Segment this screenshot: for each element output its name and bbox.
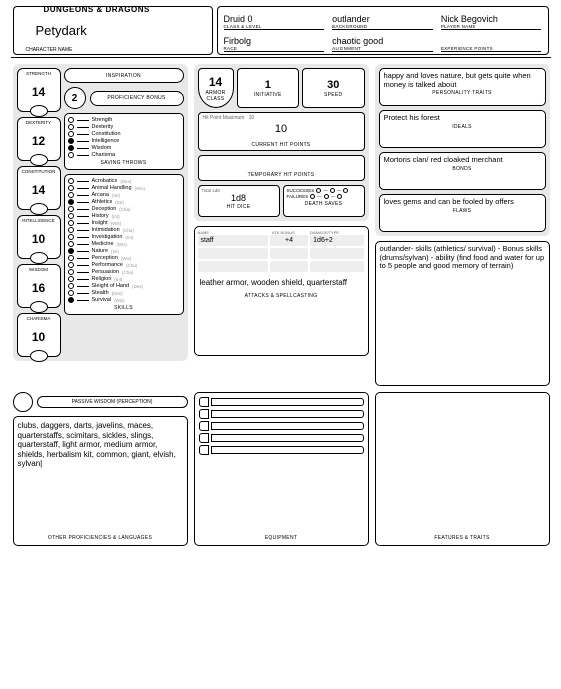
skill-row[interactable]: Religion (Int)	[68, 276, 180, 282]
ideals[interactable]: Protect his forestIDEALS	[379, 110, 546, 148]
ability-intelligence[interactable]: INTELLIGENCE10	[17, 215, 61, 259]
skill-row[interactable]: Deception (Cha)	[68, 206, 180, 212]
passive-perception-row: PASSIVE WISDOM (PERCEPTION)	[13, 392, 188, 412]
saves-skills-column: INSPIRATION 2 PROFICIENCY BONUS Strength…	[64, 68, 184, 357]
bottom-left: PASSIVE WISDOM (PERCEPTION) clubs, dagge…	[13, 392, 188, 546]
xp-field[interactable]: EXPERIENCE POINTS	[441, 31, 542, 52]
hit-points[interactable]: Hit Point Maximum 10 10 CURRENT HIT POIN…	[198, 112, 365, 151]
brand-logo: DUNGEONS & DRAGONS	[44, 5, 150, 14]
hd-ds-row: Total 1d8 1d8 HIT DICE SUCCESSES—— FAILU…	[198, 185, 365, 217]
speed[interactable]: 30 SPEED	[302, 68, 365, 108]
attacks-text[interactable]: leather armor, wooden shield, quartersta…	[198, 274, 365, 292]
save-row[interactable]: Charisma	[68, 152, 180, 158]
skill-row[interactable]: Survival (Wis)	[68, 297, 180, 303]
prof-bonus-value[interactable]: 2	[64, 87, 86, 109]
skill-row[interactable]: Stealth (Dex)	[68, 290, 180, 296]
save-row[interactable]: Intelligence	[68, 138, 180, 144]
ability-constitution[interactable]: CONSTITUTION14	[17, 166, 61, 210]
other-proficiencies[interactable]: clubs, daggers, darts, javelins, maces, …	[13, 416, 188, 546]
save-row[interactable]: Constitution	[68, 131, 180, 137]
features-traits-bottom[interactable]: FEATURES & TRAITS	[375, 392, 550, 546]
ability-wisdom[interactable]: WISDOM16	[17, 264, 61, 308]
ability-charisma[interactable]: CHARISMA10	[17, 313, 61, 357]
ability-dexterity[interactable]: DEXTERITY12	[17, 117, 61, 161]
skills: Acrobatics (Dex)Animal Handling (Wis)Arc…	[64, 174, 184, 315]
main-grid: STRENGTH14 DEXTERITY12 CONSTITUTION14 INTEL…	[11, 58, 551, 392]
bottom-grid: PASSIVE WISDOM (PERCEPTION) clubs, dagge…	[11, 392, 551, 546]
skill-row[interactable]: Acrobatics (Dex)	[68, 178, 180, 184]
abilities-block: STRENGTH14 DEXTERITY12 CONSTITUTION14 INTEL…	[13, 64, 188, 361]
save-row[interactable]: Wisdom	[68, 145, 180, 151]
class-level-field[interactable]: Druid 0CLASS & LEVEL	[224, 9, 325, 30]
skill-row[interactable]: Investigation (Int)	[68, 234, 180, 240]
attacks-box: NAME ATK BONUS DAMAGE/TYPE staff+41d6+2 …	[194, 226, 369, 356]
skill-row[interactable]: Medicine (Wis)	[68, 241, 180, 247]
armor-class[interactable]: 14 ARMOR CLASS	[198, 68, 234, 108]
skill-row[interactable]: Sleight of Hand (Dex)	[68, 283, 180, 289]
inspiration-box[interactable]: INSPIRATION	[64, 68, 184, 83]
background-field[interactable]: outlanderBACKGROUND	[332, 9, 433, 30]
character-name[interactable]: Petydark	[22, 23, 204, 38]
skill-row[interactable]: Insight (Wis)	[68, 220, 180, 226]
personality-traits[interactable]: happy and loves nature, but gets quite w…	[379, 68, 546, 106]
equipment-slots	[199, 397, 364, 455]
combat-block: 14 ARMOR CLASS 1 INITIATIVE 30 SPEED Hit…	[194, 64, 369, 221]
death-saves[interactable]: SUCCESSES—— FAILURES—— DEATH SAVES	[283, 185, 365, 217]
saving-throws: StrengthDexterityConstitutionIntelligenc…	[64, 113, 184, 170]
skill-row[interactable]: History (Int)	[68, 213, 180, 219]
prof-bonus-label: PROFICIENCY BONUS	[90, 91, 184, 106]
save-row[interactable]: Dexterity	[68, 124, 180, 130]
skill-row[interactable]: Persuasion (Cha)	[68, 269, 180, 275]
traits-block: happy and loves nature, but gets quite w…	[375, 64, 550, 236]
passive-label: PASSIVE WISDOM (PERCEPTION)	[37, 396, 188, 408]
name-panel: DUNGEONS & DRAGONS Petydark CHARACTER NA…	[13, 6, 213, 55]
flaws[interactable]: loves gems and can be fooled by offersFL…	[379, 194, 546, 232]
hit-dice[interactable]: Total 1d8 1d8 HIT DICE	[198, 185, 280, 217]
attack-row[interactable]: staff+41d6+2	[198, 235, 365, 246]
bonds[interactable]: Mortoris clan/ red cloaked merchantBONDS	[379, 152, 546, 190]
character-sheet: DUNGEONS & DRAGONS Petydark CHARACTER NA…	[11, 4, 551, 546]
prof-bonus-row: 2 PROFICIENCY BONUS	[64, 87, 184, 109]
col-center: 14 ARMOR CLASS 1 INITIATIVE 30 SPEED Hit…	[194, 64, 369, 386]
combat-top: 14 ARMOR CLASS 1 INITIATIVE 30 SPEED	[198, 68, 365, 108]
save-row[interactable]: Strength	[68, 117, 180, 123]
temp-hp[interactable]: TEMPORARY HIT POINTS	[198, 155, 365, 181]
ability-strength[interactable]: STRENGTH14	[17, 68, 61, 112]
alignment-field[interactable]: chaotic goodALIGNMENT	[332, 31, 433, 52]
race-field[interactable]: FirbolgRACE	[224, 31, 325, 52]
col-left: STRENGTH14 DEXTERITY12 CONSTITUTION14 INTEL…	[13, 64, 188, 386]
header-fields: Druid 0CLASS & LEVEL outlanderBACKGROUND…	[217, 6, 549, 55]
player-field[interactable]: Nick BegovichPLAYER NAME	[441, 9, 542, 30]
skill-row[interactable]: Intimidation (Cha)	[68, 227, 180, 233]
header: DUNGEONS & DRAGONS Petydark CHARACTER NA…	[11, 4, 551, 58]
initiative[interactable]: 1 INITIATIVE	[237, 68, 300, 108]
skill-row[interactable]: Performance (Cha)	[68, 262, 180, 268]
equipment[interactable]: EQUIPMENT	[194, 392, 369, 546]
attacks-label: ATTACKS & SPELLCASTING	[198, 292, 365, 299]
col-right: happy and loves nature, but gets quite w…	[375, 64, 550, 386]
skill-row[interactable]: Nature (Int)	[68, 248, 180, 254]
passive-value[interactable]	[13, 392, 33, 412]
skill-row[interactable]: Athletics (Str)	[68, 199, 180, 205]
features-traits[interactable]: outlander- skills (athletics/ survival) …	[375, 241, 550, 386]
character-name-label: CHARACTER NAME	[26, 47, 73, 53]
skill-row[interactable]: Arcana (Int)	[68, 192, 180, 198]
skill-row[interactable]: Animal Handling (Wis)	[68, 185, 180, 191]
skill-row[interactable]: Perception (Wis)	[68, 255, 180, 261]
ability-column: STRENGTH14 DEXTERITY12 CONSTITUTION14 INTEL…	[17, 68, 61, 357]
